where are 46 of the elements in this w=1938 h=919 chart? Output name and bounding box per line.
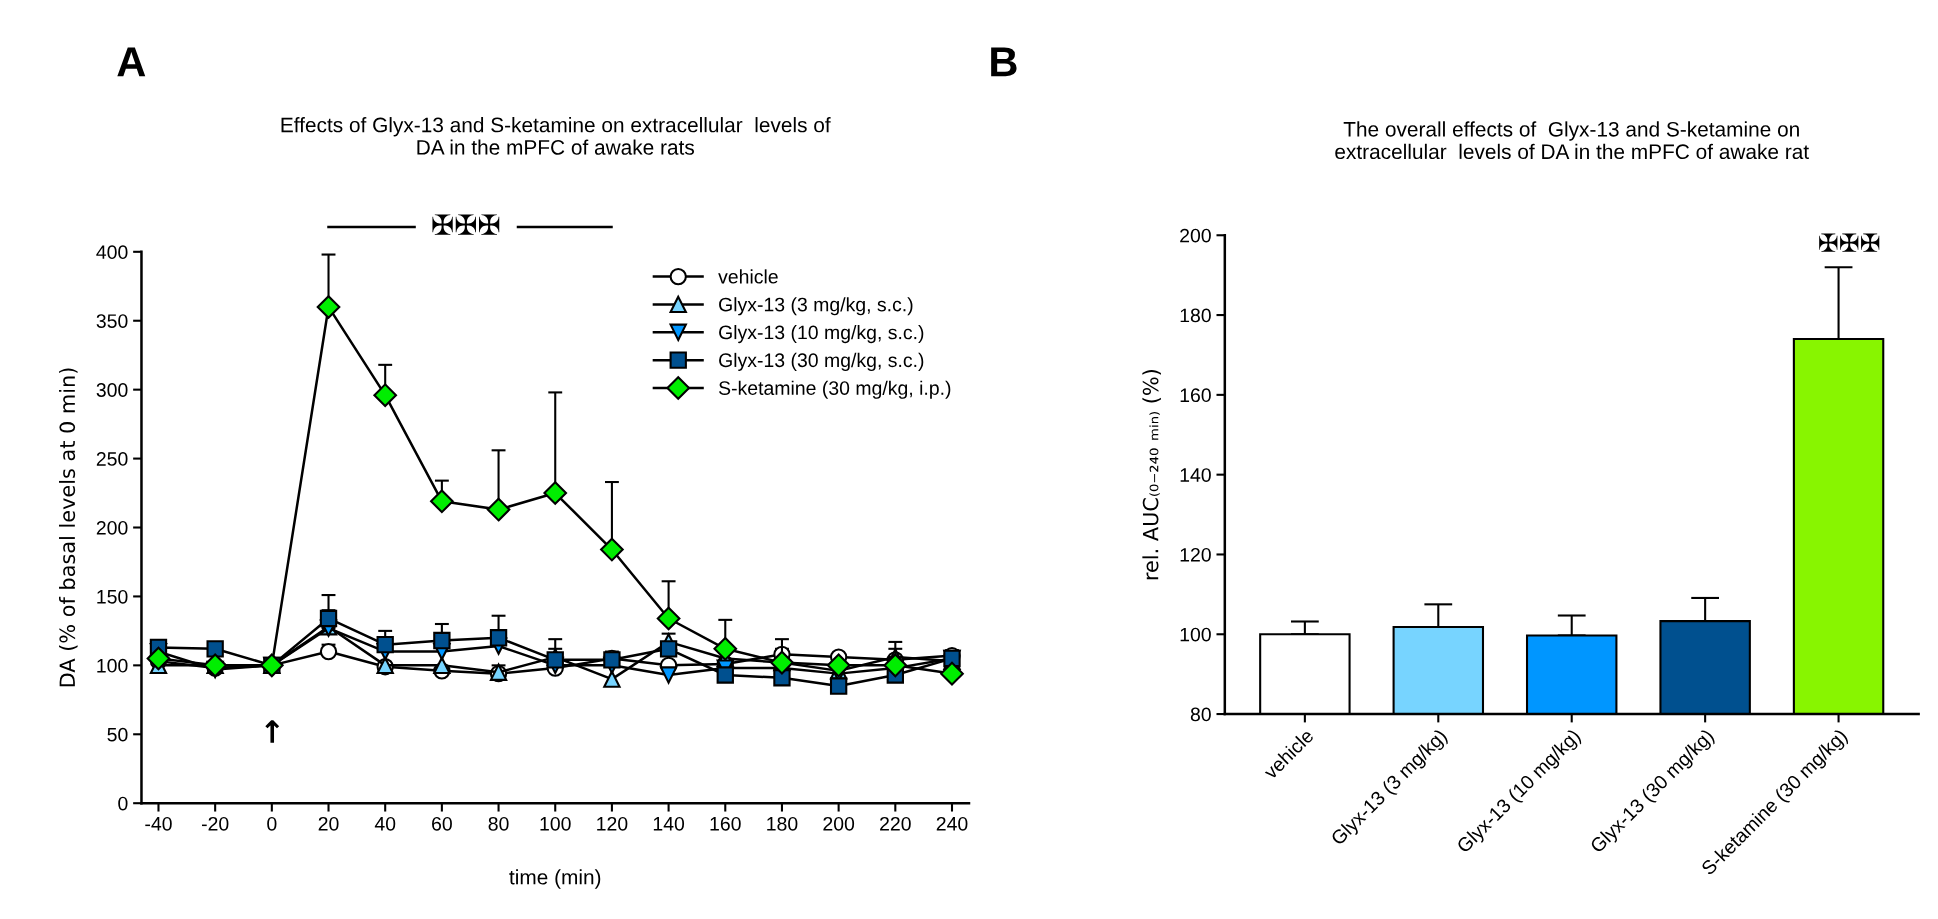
x-tick-label: -20 <box>201 816 229 831</box>
x-tick-label: -40 <box>145 816 172 831</box>
legend-label: Glyx-13 (3 mg/kg, s.c.) <box>719 297 913 316</box>
y-tick-label: 100 <box>97 658 128 673</box>
x-tick-label: 100 <box>540 816 571 831</box>
x-tick-label: 180 <box>767 816 798 831</box>
x-tick-label: 0 <box>267 816 277 831</box>
y-axis-title: rel. AUC₍₀₋₂₄₀ ₘᵢₙ₎ (%) <box>1142 369 1161 580</box>
x-tick-label: 40 <box>374 816 396 831</box>
y-tick-label: 250 <box>96 452 128 466</box>
y-tick-label: 50 <box>107 727 128 742</box>
text: B <box>991 47 1017 77</box>
legend-label: Glyx-13 (10 mg/kg, s.c.) <box>719 325 924 344</box>
y-tick-label: 100 <box>1180 627 1211 642</box>
y-axis-title: DA (% of basal levels at 0 min) <box>59 368 78 687</box>
y-tick-label: 80 <box>1190 707 1211 722</box>
x-tick-label: 140 <box>653 816 685 831</box>
x-tick-label: 20 <box>318 816 339 831</box>
text: A <box>117 47 146 77</box>
legend-label: S-ketamine (30 mg/kg, i.p.) <box>718 380 951 399</box>
y-tick-label: 300 <box>96 383 128 397</box>
y-tick-label: 200 <box>96 520 128 535</box>
x-tick-label: 120 <box>597 816 628 831</box>
y-tick-label: 150 <box>97 589 128 604</box>
annotation: ↑ <box>265 720 280 743</box>
y-tick-label: 160 <box>1180 388 1211 403</box>
y-tick-label: 0 <box>118 796 128 811</box>
x-tick-label: 240 <box>936 816 968 831</box>
y-tick-label: 120 <box>1180 547 1211 562</box>
y-tick-label: 200 <box>1180 228 1211 243</box>
legend-label: Glyx-13 (30 mg/kg, s.c.) <box>719 352 924 371</box>
y-tick-label: 180 <box>1180 308 1211 323</box>
x-tick-label: 200 <box>823 816 855 831</box>
chart-title: The overall effects of Glyx-13 and S-ketamine on extracellular levels of DA in the mPFC of awake rat <box>1335 121 1809 160</box>
x-axis-title: time (min) <box>509 869 601 889</box>
x-tick-label: 80 <box>488 816 509 831</box>
y-tick-label: 400 <box>96 245 128 260</box>
chart-title: Effects of Glyx-13 and S-ketamine on extracellular levels of DA in the mPFC of awake rats <box>281 117 831 155</box>
x-tick-label: 220 <box>880 816 911 831</box>
legend-label: vehicle <box>718 269 778 284</box>
y-tick-label: 140 <box>1180 468 1211 482</box>
x-tick-label: 60 <box>432 816 452 831</box>
text: ✠✠✠ <box>432 214 500 235</box>
annotation: ✠✠✠ <box>1819 233 1880 252</box>
y-tick-label: 350 <box>96 314 128 328</box>
x-tick-label: 160 <box>710 816 741 831</box>
